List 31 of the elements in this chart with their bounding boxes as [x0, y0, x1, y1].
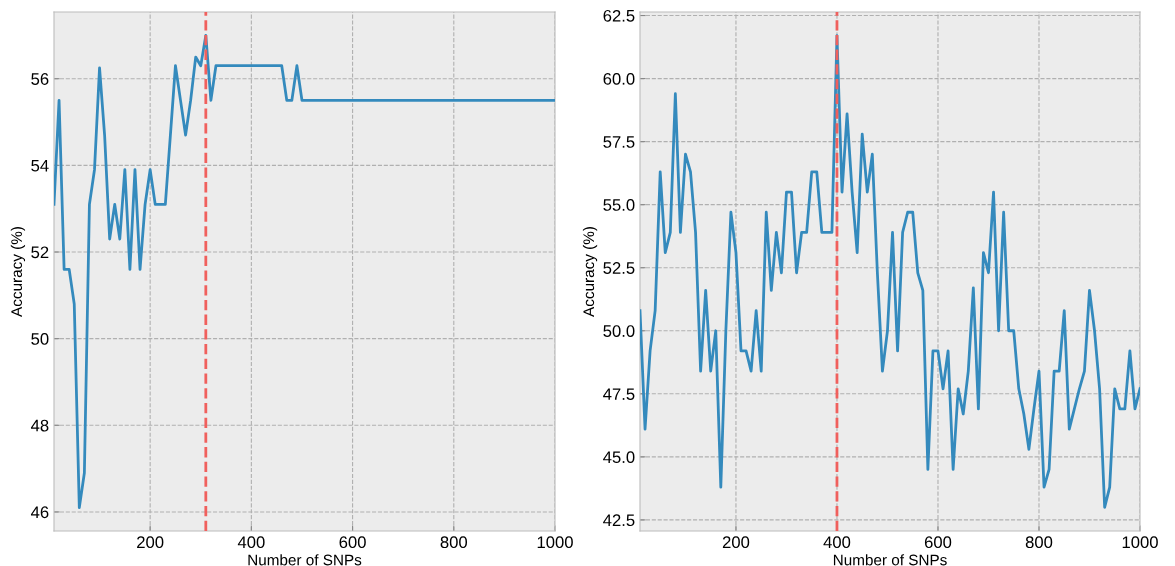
x-tick-label: 400 [237, 536, 265, 549]
x-axis-title: Number of SNPs [248, 554, 362, 566]
line-series [54, 34, 555, 509]
y-tick-label: 46 [30, 506, 49, 519]
x-tick-label: 800 [1025, 536, 1053, 549]
y-tick-label: 55.0 [603, 199, 635, 211]
y-axis-title: Accuracy (%) [582, 227, 598, 317]
x-tick-label: 200 [722, 536, 750, 549]
x-tick-label: 1000 [1122, 536, 1158, 549]
y-tick-label: 57.5 [603, 136, 635, 148]
y-tick-label: 48 [30, 419, 49, 432]
y-tick-label: 52.5 [603, 262, 635, 274]
y-tick-label: 60.0 [603, 72, 635, 85]
x-tick-label: 200 [137, 536, 164, 549]
y-tick-label: 50 [31, 333, 49, 345]
x-tick-label: 600 [924, 536, 952, 549]
x-tick-label: 600 [339, 536, 366, 549]
y-tick-label: 52 [31, 246, 49, 259]
y-tick-label: 62.5 [603, 9, 635, 22]
x-tick-label: 800 [440, 536, 468, 549]
x-axis-title: Number of SNPs [833, 554, 947, 566]
y-tick-label: 42.5 [603, 514, 635, 527]
y-tick-label: 50.0 [603, 325, 635, 337]
y-tick-label: 54 [31, 159, 49, 172]
x-tick-label: 1000 [537, 536, 573, 549]
y-axis-title: Accuracy (%) [10, 227, 26, 317]
y-tick-label: 45.0 [603, 451, 635, 464]
y-tick-label: 56 [31, 73, 49, 85]
x-tick-label: 400 [823, 536, 851, 549]
y-tick-label: 47.5 [603, 388, 635, 401]
line-series [640, 34, 1140, 509]
